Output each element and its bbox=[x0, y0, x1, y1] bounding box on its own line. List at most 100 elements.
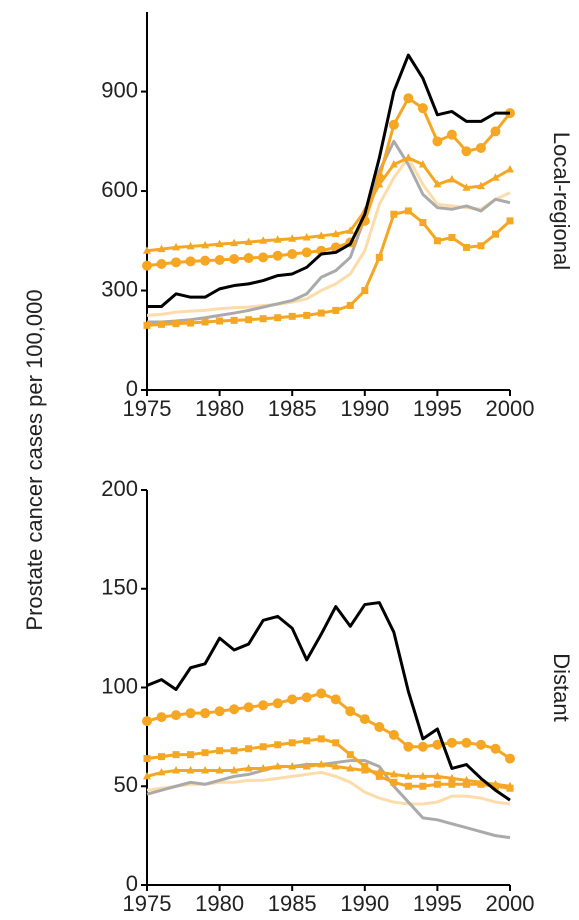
marker-circle bbox=[374, 722, 385, 732]
marker-triangle bbox=[172, 765, 181, 774]
panel-label: Local-regional bbox=[549, 132, 574, 270]
marker-circle bbox=[258, 252, 269, 263]
marker-circle bbox=[214, 255, 225, 266]
marker-triangle bbox=[317, 760, 326, 768]
marker-circle bbox=[272, 250, 283, 261]
marker-square bbox=[419, 219, 427, 227]
marker-triangle bbox=[172, 242, 181, 251]
marker-square bbox=[259, 315, 267, 323]
marker-triangle bbox=[491, 173, 500, 181]
marker-square bbox=[259, 743, 267, 751]
marker-square bbox=[187, 319, 195, 327]
marker-triangle bbox=[157, 767, 166, 776]
marker-square bbox=[375, 253, 383, 261]
marker-triangle bbox=[476, 181, 485, 190]
series-line bbox=[146, 763, 511, 788]
marker-square bbox=[390, 210, 398, 218]
marker-triangle bbox=[389, 769, 398, 778]
marker-triangle bbox=[331, 762, 340, 770]
marker-triangle bbox=[375, 767, 384, 776]
marker-square bbox=[172, 751, 180, 759]
marker-square bbox=[317, 735, 325, 743]
marker-square bbox=[448, 780, 456, 788]
marker-square bbox=[201, 318, 209, 326]
marker-triangle bbox=[244, 237, 253, 246]
marker-square bbox=[158, 753, 166, 761]
marker-circle bbox=[287, 249, 298, 260]
marker-square bbox=[346, 301, 354, 309]
y-tick-label: 100 bbox=[101, 673, 138, 698]
marker-square bbox=[390, 778, 398, 786]
marker-square bbox=[477, 242, 485, 250]
marker-triangle bbox=[404, 153, 413, 161]
marker-circle bbox=[446, 129, 457, 140]
y-tick-label: 50 bbox=[114, 772, 138, 797]
marker-triangle bbox=[201, 765, 210, 774]
marker-circle bbox=[243, 253, 254, 264]
marker-circle bbox=[388, 119, 399, 130]
marker-square bbox=[274, 314, 282, 322]
marker-square bbox=[201, 749, 209, 757]
marker-triangle bbox=[302, 762, 311, 770]
marker-square bbox=[288, 312, 296, 320]
x-tick-label: 1980 bbox=[195, 396, 244, 421]
marker-triangle bbox=[433, 771, 442, 780]
marker-square bbox=[433, 237, 441, 245]
x-tick-label: 1990 bbox=[340, 396, 389, 421]
x-tick-label: 1995 bbox=[413, 891, 462, 916]
marker-square bbox=[245, 745, 253, 753]
marker-circle bbox=[301, 247, 312, 258]
y-tick-label: 150 bbox=[101, 575, 138, 600]
series-line bbox=[146, 156, 511, 253]
marker-triangle bbox=[201, 240, 210, 249]
marker-circle bbox=[417, 103, 428, 114]
marker-triangle bbox=[259, 763, 268, 772]
marker-circle bbox=[359, 714, 370, 725]
marker-circle bbox=[446, 737, 457, 748]
marker-square bbox=[303, 311, 311, 319]
marker-square bbox=[187, 751, 195, 759]
x-tick-label: 2000 bbox=[486, 396, 535, 421]
marker-square bbox=[361, 287, 369, 295]
marker-circle bbox=[461, 737, 472, 748]
marker-triangle bbox=[462, 183, 471, 191]
marker-triangle bbox=[462, 775, 471, 784]
marker-circle bbox=[156, 712, 167, 723]
marker-square bbox=[230, 316, 238, 324]
y-tick-label: 0 bbox=[126, 871, 138, 896]
marker-triangle bbox=[288, 234, 297, 242]
x-tick-label: 1980 bbox=[195, 891, 244, 916]
series-line bbox=[147, 53, 510, 308]
marker-triangle bbox=[506, 165, 514, 173]
marker-circle bbox=[287, 694, 298, 705]
marker-triangle bbox=[476, 777, 485, 786]
marker-square bbox=[332, 739, 340, 747]
series-line bbox=[146, 209, 512, 327]
marker-square bbox=[448, 233, 456, 241]
marker-circle bbox=[156, 259, 167, 269]
marker-square bbox=[491, 230, 499, 238]
marker-triangle bbox=[389, 160, 398, 168]
marker-circle bbox=[461, 146, 472, 157]
marker-square bbox=[288, 739, 296, 747]
marker-circle bbox=[490, 743, 501, 754]
marker-square bbox=[158, 320, 166, 328]
marker-triangle bbox=[433, 179, 442, 188]
marker-triangle bbox=[244, 763, 253, 772]
marker-circle bbox=[200, 255, 211, 266]
marker-triangle bbox=[418, 771, 427, 780]
series-line bbox=[146, 156, 511, 317]
marker-circle bbox=[214, 706, 225, 717]
marker-circle bbox=[258, 700, 269, 711]
marker-circle bbox=[229, 704, 240, 715]
marker-triangle bbox=[230, 238, 239, 247]
marker-triangle bbox=[157, 244, 166, 253]
marker-circle bbox=[243, 702, 254, 713]
marker-circle bbox=[142, 716, 152, 727]
marker-square bbox=[216, 317, 224, 325]
marker-square bbox=[143, 755, 151, 763]
marker-square bbox=[462, 243, 470, 251]
marker-triangle bbox=[317, 231, 326, 239]
marker-triangle bbox=[418, 160, 427, 168]
marker-triangle bbox=[143, 246, 151, 254]
